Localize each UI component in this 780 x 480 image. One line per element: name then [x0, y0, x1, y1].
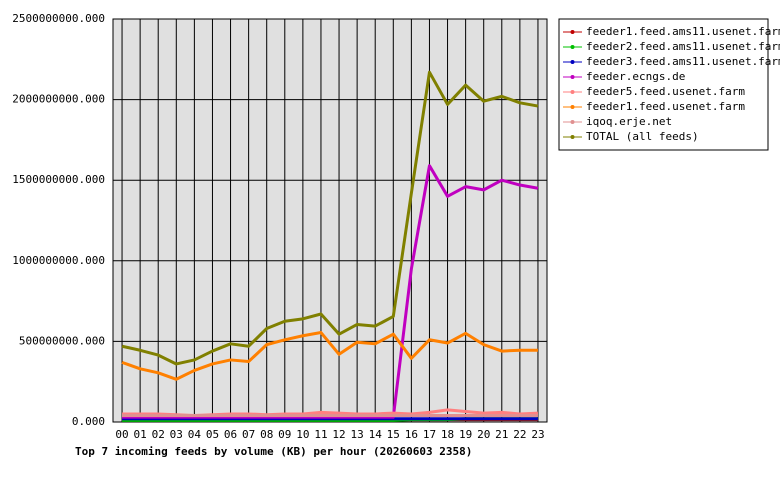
x-tick-label: 06: [224, 428, 237, 441]
x-tick-label: 00: [115, 428, 128, 441]
y-tick-label: 1000000000.000: [12, 254, 105, 267]
y-tick-label: 0.000: [72, 415, 105, 428]
legend-dot: [570, 90, 575, 94]
legend-label: feeder1.feed.usenet.farm: [586, 100, 745, 113]
x-tick-label: 22: [513, 428, 526, 441]
x-tick-label: 21: [495, 428, 508, 441]
x-tick-label: 08: [260, 428, 273, 441]
y-tick-label: 500000000.000: [19, 334, 105, 347]
legend-label: feeder5.feed.usenet.farm: [586, 85, 745, 98]
y-tick-label: 2000000000.000: [12, 93, 105, 106]
x-tick-label: 04: [188, 428, 202, 441]
x-tick-label: 11: [314, 428, 327, 441]
legend-label: feeder2.feed.ams11.usenet.farm: [586, 40, 780, 53]
x-tick-label: 17: [423, 428, 436, 441]
x-tick-label: 13: [351, 428, 364, 441]
x-tick-label: 01: [134, 428, 147, 441]
x-tick-label: 07: [242, 428, 255, 441]
legend: [558, 18, 769, 151]
x-tick-label: 02: [152, 428, 165, 441]
x-tick-label: 16: [405, 428, 418, 441]
legend-label: feeder3.feed.ams11.usenet.farm: [586, 55, 780, 68]
chart-title: Top 7 incoming feeds by volume (KB) per …: [75, 445, 472, 458]
x-tick-label: 14: [369, 428, 383, 441]
plot-area: [112, 18, 548, 423]
x-tick-label: 23: [531, 428, 544, 441]
x-tick-label: 10: [296, 428, 309, 441]
x-tick-label: 15: [387, 428, 400, 441]
x-tick-label: 09: [278, 428, 291, 441]
legend-dot: [570, 135, 575, 139]
legend-dot: [570, 105, 575, 109]
x-tick-label: 18: [441, 428, 454, 441]
legend-dot: [570, 30, 575, 34]
y-tick-label: 1500000000.000: [12, 173, 105, 186]
series-line: [121, 331, 538, 381]
legend-dot: [570, 120, 575, 124]
x-tick-label: 12: [332, 428, 345, 441]
y-tick-label: 2500000000.000: [12, 12, 105, 25]
x-tick-label: 19: [459, 428, 472, 441]
legend-dot: [570, 45, 575, 49]
x-tick-label: 03: [170, 428, 183, 441]
x-tick-label: 20: [477, 428, 490, 441]
legend-label: iqoq.erje.net: [586, 115, 672, 128]
series-line: [122, 164, 539, 419]
legend-dot: [570, 60, 575, 64]
legend-label: TOTAL (all feeds): [586, 130, 699, 143]
series-line: [121, 70, 539, 366]
legend-label: feeder.ecngs.de: [586, 70, 685, 83]
legend-dot: [570, 75, 575, 79]
legend-label: feeder1.feed.ams11.usenet.farm: [586, 25, 780, 38]
x-tick-label: 05: [206, 428, 219, 441]
